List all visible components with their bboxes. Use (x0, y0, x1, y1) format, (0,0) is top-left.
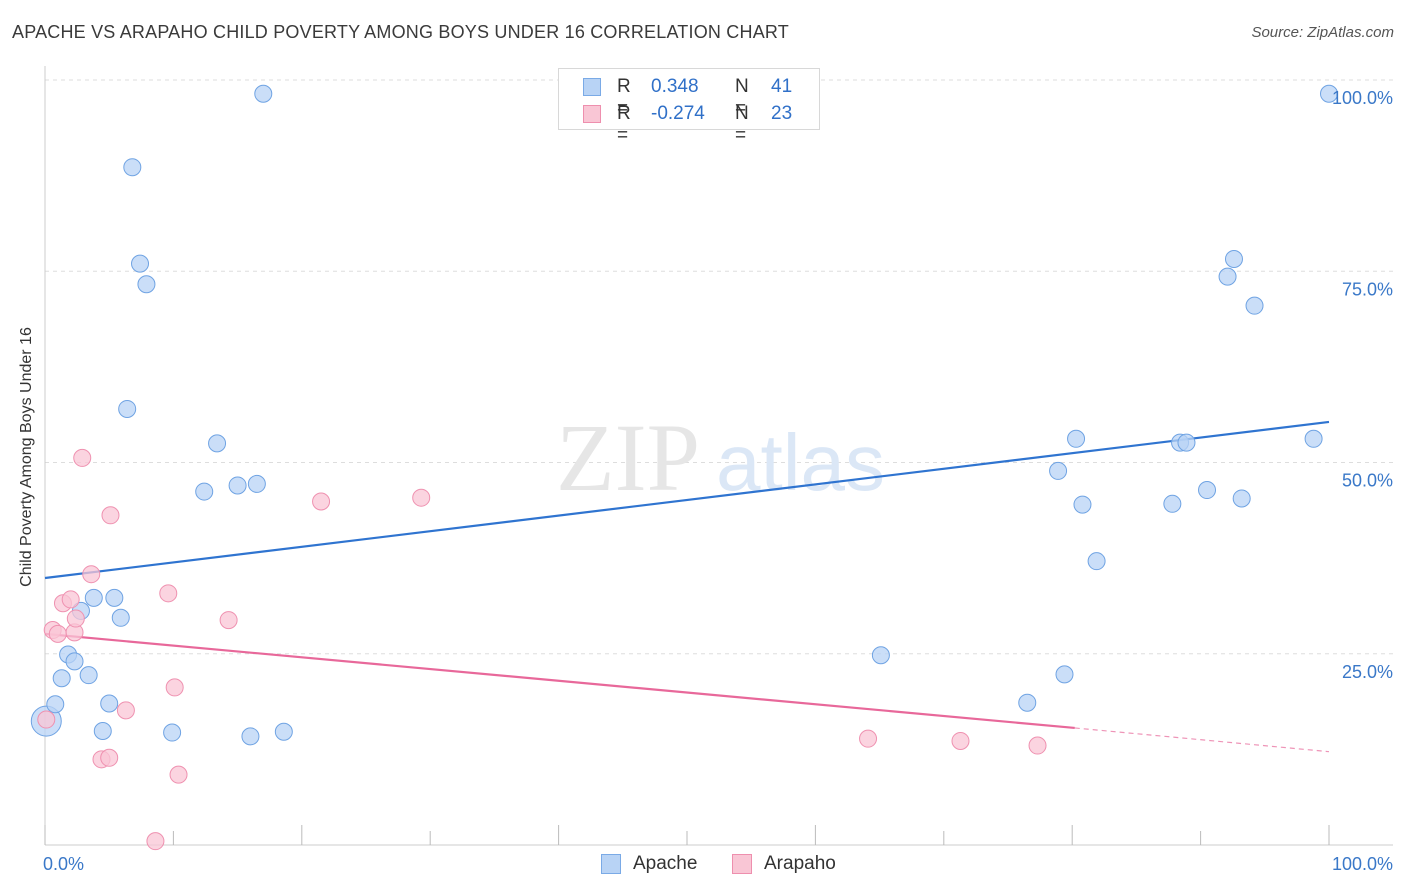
data-point-arapaho (159, 584, 178, 603)
trend-lines (44, 420, 1330, 753)
y-tick-label: 50.0% (1342, 471, 1393, 491)
data-point-apache (1163, 494, 1182, 513)
data-point-apache (1198, 481, 1217, 500)
data-point-arapaho (1028, 736, 1047, 755)
trend-line-apache (44, 420, 1330, 580)
data-point-apache (228, 476, 247, 495)
data-point-apache (100, 694, 119, 713)
tick-labels: 25.0% 50.0% 75.0% 100.0% 0.0% 100.0% (43, 88, 1393, 874)
data-point-apache (65, 652, 84, 671)
data-point-apache (1055, 665, 1074, 684)
watermark-zip: ZIP (556, 404, 700, 511)
data-point-apache (131, 254, 150, 273)
data-point-arapaho (859, 729, 878, 748)
data-point-apache (123, 158, 142, 177)
legend-n-key: N = (735, 76, 749, 119)
data-point-apache (52, 669, 71, 688)
trend-extension-arapaho (1074, 727, 1330, 753)
data-point-apache (1177, 433, 1196, 452)
data-point-arapaho (951, 731, 970, 750)
x-tick-label: 100.0% (1332, 854, 1393, 874)
data-point-apache (1232, 489, 1251, 508)
data-point-arapaho (82, 565, 101, 584)
data-point-apache (254, 84, 273, 103)
data-point-apache (118, 399, 137, 418)
data-point-arapaho (219, 611, 238, 630)
legend-swatch-apache (583, 78, 601, 96)
chart-title: APACHE VS ARAPAHO CHILD POVERTY AMONG BO… (12, 22, 789, 42)
bottom-legend-label: Arapaho (764, 853, 836, 874)
bottom-legend-label: Apache (633, 853, 698, 874)
data-point-apache (274, 722, 293, 741)
data-point-apache (1073, 495, 1092, 514)
data-point-apache (111, 608, 130, 627)
data-point-apache (241, 727, 260, 746)
data-point-arapaho (61, 590, 80, 609)
data-points (30, 84, 1338, 851)
data-point-apache (79, 666, 98, 685)
bottom-legend-swatch-apache (601, 854, 621, 874)
data-point-apache (1245, 296, 1264, 315)
y-tick-label: 100.0% (1332, 88, 1393, 108)
data-point-apache (1224, 250, 1243, 269)
legend-r-value: -0.274 (651, 103, 705, 124)
data-point-arapaho (37, 710, 56, 729)
legend-n-value: 23 (771, 103, 793, 124)
data-point-apache (247, 474, 266, 493)
data-point-arapaho (146, 832, 165, 851)
data-point-apache (105, 588, 124, 607)
legend-swatch-arapaho (583, 105, 601, 123)
y-tick-label: 75.0% (1342, 279, 1393, 299)
data-point-apache (93, 722, 112, 741)
data-point-arapaho (66, 609, 85, 628)
data-point-apache (1087, 552, 1106, 571)
data-point-arapaho (312, 492, 331, 511)
data-point-arapaho (165, 678, 184, 697)
grid-lines (45, 79, 1393, 655)
trend-line-arapaho (44, 632, 1075, 730)
y-tick-label: 25.0% (1342, 662, 1393, 682)
data-point-apache (208, 434, 227, 453)
data-point-arapaho (169, 765, 188, 784)
legend-r-key: R = (617, 103, 631, 146)
data-point-arapaho (73, 448, 92, 467)
data-point-apache (46, 695, 65, 714)
data-point-apache (1018, 693, 1037, 712)
data-point-arapaho (100, 748, 119, 767)
correlation-legend: R = 0.348 N = 41 R = -0.274 N = 23 (558, 68, 820, 146)
data-point-apache (1049, 461, 1068, 480)
data-point-apache (1067, 429, 1086, 448)
data-point-apache (84, 588, 103, 607)
data-point-arapaho (116, 701, 135, 720)
legend-r-value: 0.348 (651, 76, 699, 97)
legend-n-value: 41 (771, 76, 793, 97)
x-tick-label: 0.0% (43, 854, 84, 874)
chart-source: Source: ZipAtlas.com (1251, 24, 1394, 41)
legend-n-key: N = (735, 103, 749, 146)
data-point-apache (195, 482, 214, 501)
legend-r-key: R = (617, 76, 631, 119)
data-point-apache (1218, 267, 1237, 286)
data-point-arapaho (101, 506, 120, 525)
data-point-arapaho (412, 488, 431, 507)
bottom-legend-swatch-arapaho (732, 854, 752, 874)
data-point-apache (163, 723, 182, 742)
data-point-apache (871, 646, 890, 665)
data-point-apache (1320, 84, 1338, 103)
data-point-arapaho (48, 624, 67, 643)
data-point-apache (137, 275, 156, 294)
data-point-apache (1304, 429, 1323, 448)
